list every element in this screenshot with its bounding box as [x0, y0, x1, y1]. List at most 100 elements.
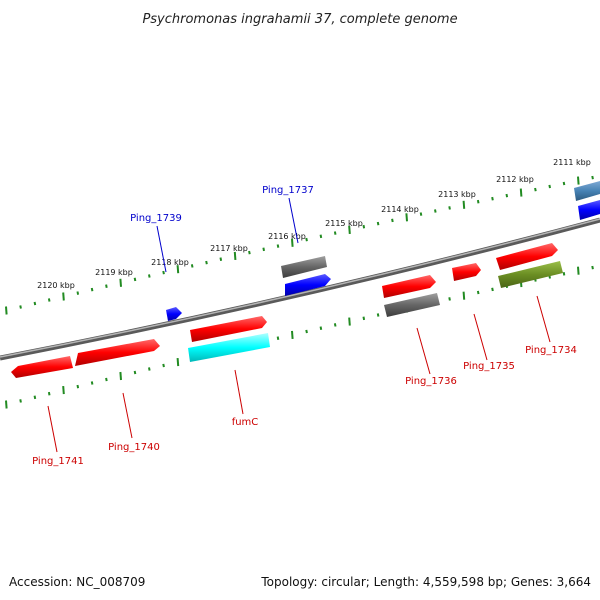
map-title: Psychromonas ingrahamii 37, complete gen… [142, 12, 457, 27]
topology-summary-text: Topology: circular; Length: 4,559,598 bp… [260, 575, 591, 589]
feature-cyan[interactable] [188, 333, 270, 362]
leader-ping-1737 [288, 197, 299, 244]
inner-scale-tick [47, 391, 51, 396]
outer-scale-tick [362, 224, 366, 229]
feature-grey-inner[interactable] [384, 293, 440, 317]
inner-scale-tick [305, 329, 308, 334]
outer-scale-tick [119, 278, 122, 287]
feature-olive[interactable] [498, 261, 563, 288]
inner-scale-tick [5, 400, 8, 409]
outer-scale-tick [219, 257, 223, 261]
inner-scale-tick [90, 381, 94, 385]
inner-scale-tick [491, 287, 494, 292]
inner-scale-tick [33, 395, 37, 400]
outer-scale-tick [434, 209, 437, 213]
inner-scale-tick [448, 297, 451, 301]
inner-scale-tick [19, 399, 22, 403]
outer-scale-tick [319, 234, 323, 239]
inner-scale-tick [362, 316, 366, 321]
inner-scale-tick [76, 384, 80, 389]
feature-grey-outer-1[interactable] [281, 256, 327, 278]
inner-scale-tick [376, 313, 380, 317]
leader-fumC [234, 369, 244, 415]
leader-ping-1736 [416, 327, 431, 375]
inner-scale-tick [476, 290, 480, 295]
scale-label-2113: 2113 kbp [438, 190, 476, 199]
leader-ping-1740 [122, 392, 133, 439]
scale-label-2112: 2112 kbp [496, 175, 534, 184]
gene-label-ping-1737[interactable]: Ping_1737 [262, 185, 314, 196]
outer-scale-tick [62, 292, 65, 301]
genome-backbone [0, 217, 600, 361]
feature-ping-1735[interactable] [452, 263, 481, 281]
scale-label-2116: 2116 kbp [268, 232, 306, 241]
outer-scale-tick [162, 270, 165, 275]
outer-scale-tick [305, 237, 308, 242]
inner-scale-tick [291, 330, 294, 339]
inner-scale-tick [162, 363, 165, 368]
outer-scale-tick [148, 274, 151, 278]
scale-label-2117: 2117 kbp [210, 244, 248, 253]
inner-scale-tick [562, 272, 566, 276]
leader-ping-1735 [473, 313, 488, 361]
outer-scale-tick [47, 298, 51, 302]
outer-scale-tick [133, 277, 137, 282]
outer-scale-tick [262, 247, 265, 252]
outer-scale-tick [248, 250, 251, 255]
outer-scale-tick [190, 264, 194, 268]
feature-ping-1736[interactable] [382, 275, 436, 298]
outer-scale-tick [176, 265, 180, 274]
feature-ping-1739[interactable] [166, 307, 182, 321]
outer-scale-tick [5, 306, 8, 315]
outer-scale-tick [76, 291, 80, 295]
outer-scale-tick [19, 305, 22, 309]
leader-ping-1739 [156, 225, 167, 273]
feature-ping-1734[interactable] [496, 243, 558, 270]
outer-scale-tick [33, 301, 37, 306]
scale-label-2118: 2118 kbp [151, 258, 189, 267]
outer-scale-tick [562, 181, 566, 186]
gene-label-ping-1735[interactable]: Ping_1735 [463, 361, 515, 372]
gene-label-ping-1740[interactable]: Ping_1740 [108, 442, 160, 453]
inner-scale-tick [148, 367, 151, 371]
scale-label-2111: 2111 kbp [553, 158, 591, 167]
gene-label-ping-1739[interactable]: Ping_1739 [130, 213, 182, 224]
outer-scale-tick [348, 225, 351, 234]
outer-scale-tick [233, 251, 237, 260]
outer-scale-tick [205, 260, 208, 265]
scale-label-2120: 2120 kbp [37, 281, 75, 290]
outer-scale-tick [419, 212, 423, 216]
feature-ping-1740[interactable] [75, 339, 160, 366]
scale-label-2119: 2119 kbp [95, 268, 133, 277]
outer-scale-tick [462, 200, 466, 209]
outer-scale-tick [505, 193, 509, 198]
gene-label-ping-1736[interactable]: Ping_1736 [405, 376, 457, 387]
leader-ping-1734 [536, 295, 551, 343]
gene-label-ping-1741[interactable]: Ping_1741 [32, 456, 84, 467]
outer-scale-tick [276, 244, 280, 248]
outer-scale-tick [333, 231, 337, 235]
inner-scale-tick [577, 266, 580, 275]
feature-ping-1737[interactable] [285, 274, 331, 296]
scale-label-2114: 2114 kbp [381, 205, 419, 214]
outer-scale-tick [90, 287, 94, 292]
gene-label-fumC[interactable]: fumC [232, 417, 259, 428]
accession-text: Accession: NC_008709 [9, 575, 145, 589]
outer-scale-tick [577, 176, 580, 185]
feature-ping-1741[interactable] [11, 356, 73, 378]
leader-ping-1741 [47, 405, 58, 453]
scale-label-2115: 2115 kbp [325, 219, 363, 228]
gene-label-ping-1734[interactable]: Ping_1734 [525, 345, 577, 356]
inner-scale-tick [119, 371, 122, 381]
feature-steel-edge[interactable] [574, 181, 600, 201]
feature-fumC[interactable] [190, 316, 267, 342]
outer-scale-tick [376, 221, 380, 226]
outer-scale-tick [405, 213, 408, 222]
inner-scale-tick [133, 370, 137, 375]
inner-scale-tick [348, 317, 351, 326]
feature-blue-edge[interactable] [578, 200, 600, 220]
outer-scale-tick [591, 175, 594, 180]
outer-scale-tick [519, 188, 523, 197]
